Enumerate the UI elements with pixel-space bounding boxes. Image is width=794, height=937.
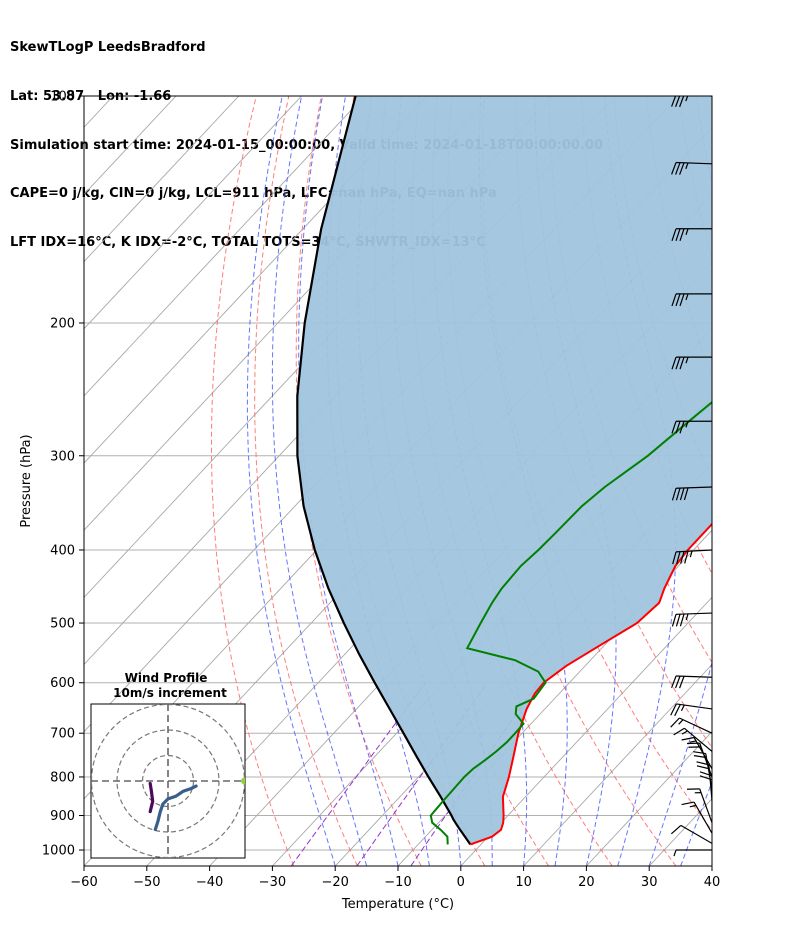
y-tick-label: 400 xyxy=(50,543,75,558)
cin-shaded-area xyxy=(297,96,712,845)
axes: −60 −50 −40 −30 −20 −10 0 10 20 30 40 100 200 300 400 5… xyxy=(42,90,720,891)
wind-barb xyxy=(671,161,712,175)
wind-barb xyxy=(671,420,712,434)
mixing-ratio-line xyxy=(290,682,426,866)
isotherm-line xyxy=(711,865,712,866)
dewpoint-profile-line xyxy=(429,400,712,845)
wind-barb xyxy=(670,824,712,844)
y-tick-label: 500 xyxy=(50,617,75,632)
wind-barb xyxy=(673,849,712,857)
wind-barb xyxy=(670,703,712,717)
x-tick-label: −30 xyxy=(259,875,286,890)
wind-barb xyxy=(696,761,712,801)
wind-barb xyxy=(672,549,712,565)
location-text: Lat: 53.87 Lon: -1.66 xyxy=(10,89,172,105)
wind-barb xyxy=(687,788,712,823)
y-tick-label: 800 xyxy=(50,770,75,785)
isotherm-line xyxy=(84,96,302,330)
isotherm-line xyxy=(84,96,240,263)
dry-adiabat-line xyxy=(515,96,712,749)
x-tick-label: 0 xyxy=(457,875,465,890)
isotherm-line xyxy=(460,596,712,866)
hodograph-point xyxy=(241,777,245,785)
temperature-profile-line xyxy=(469,522,712,846)
x-tick-label: 10 xyxy=(515,875,532,890)
y-tick-label: 200 xyxy=(50,316,75,331)
wind-barb xyxy=(673,727,712,752)
x-tick-label: 20 xyxy=(578,875,595,890)
isotherm-line xyxy=(84,96,365,397)
x-tick-label: 40 xyxy=(704,875,721,890)
x-tick-label: −40 xyxy=(196,875,223,890)
isotherm-line xyxy=(775,96,794,866)
y-tick-label: 1000 xyxy=(42,844,75,859)
isotherm-line xyxy=(84,96,428,464)
wind-barb xyxy=(681,801,712,834)
y-tick-label: 700 xyxy=(50,727,75,742)
wind-barb xyxy=(699,771,712,812)
moist-adiabat-line xyxy=(648,96,712,866)
wind-barb xyxy=(671,228,712,241)
parcel-profile-line xyxy=(296,96,472,846)
moist-adiabat-line xyxy=(711,864,712,866)
inset-title: Wind Profile xyxy=(125,671,208,685)
y-tick-label: 100 xyxy=(50,90,75,105)
dry-adiabat-line xyxy=(211,96,295,866)
inset-subtitle: 10m/s increment xyxy=(113,686,227,700)
x-axis-label: Temperature (°C) xyxy=(341,897,454,912)
moist-adiabat-line xyxy=(298,96,399,866)
wind-barb xyxy=(670,717,712,734)
isotherm-line xyxy=(523,663,712,866)
x-tick-label: −50 xyxy=(133,875,160,890)
dry-adiabat-line xyxy=(744,96,794,866)
dry-adiabat-line xyxy=(777,96,794,866)
x-tick-label: 30 xyxy=(641,875,658,890)
wind-barb xyxy=(671,293,712,307)
chart-title: SkewTLogP LeedsBradford xyxy=(10,40,206,56)
x-tick-label: −10 xyxy=(384,875,411,890)
wind-barb xyxy=(671,612,712,627)
y-tick-label: 900 xyxy=(50,809,75,824)
x-tick-label: −60 xyxy=(70,875,97,890)
dry-adiabat-line xyxy=(482,96,712,832)
wind-barb xyxy=(671,486,712,501)
hodograph-trace-upper xyxy=(153,784,198,832)
wind-profile-inset: Wind Profile 10m/s increment xyxy=(90,671,246,859)
y-tick-label: 300 xyxy=(50,449,75,464)
dry-adiabat-line xyxy=(254,96,358,866)
dry-adiabat-line xyxy=(711,96,712,101)
isotherm-line xyxy=(586,731,712,866)
mixing-ratio-line xyxy=(356,682,488,866)
wind-barb xyxy=(671,356,712,370)
plot-area xyxy=(84,96,794,866)
wind-barb xyxy=(671,675,712,689)
hodograph-trace-lower xyxy=(148,781,155,814)
y-tick-label: 600 xyxy=(50,676,75,691)
y-axis-label: Pressure (hPa) xyxy=(19,434,34,527)
wind-barb xyxy=(671,96,712,108)
x-tick-label: −20 xyxy=(321,875,348,890)
